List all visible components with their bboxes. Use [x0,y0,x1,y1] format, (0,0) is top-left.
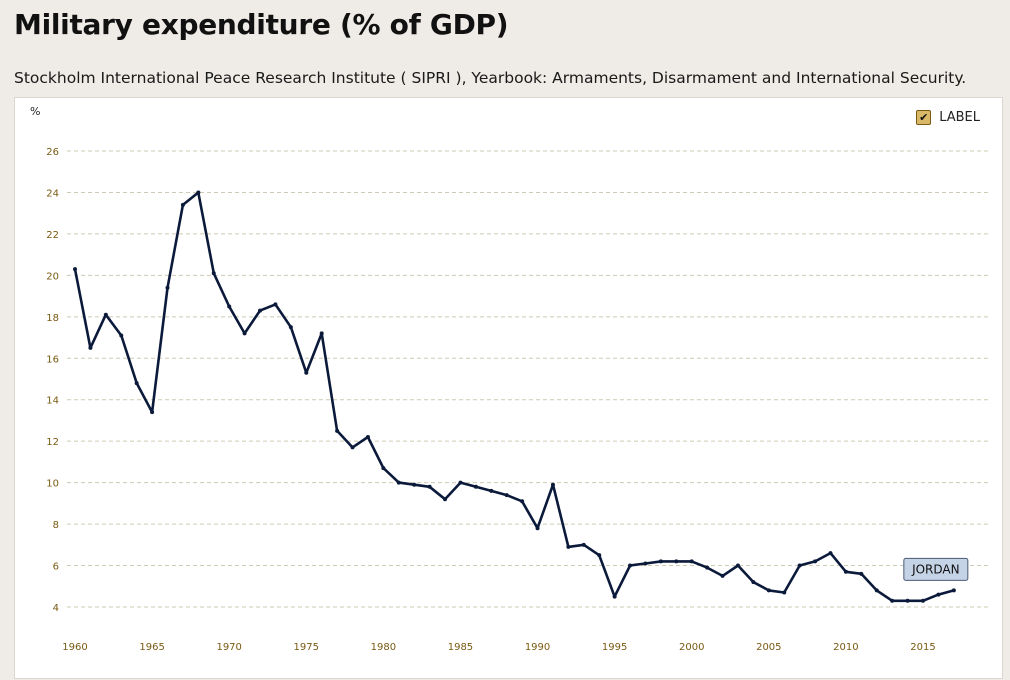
data-point [258,308,263,313]
chart-panel: % 4 6 8 10 12 14 16 18 20 22 24 26 1960 1965 1970 1975 19… [14,97,1003,679]
data-point [535,526,540,531]
data-point [473,484,478,489]
x-tick-label: 1985 [448,642,473,653]
data-point [335,428,340,433]
data-point [597,553,602,558]
data-point [874,588,879,593]
data-point [489,488,494,493]
label-toggle-text: LABEL [939,110,980,125]
y-tick-label: 16 [46,354,59,365]
data-point [905,598,910,603]
data-point [304,370,309,375]
data-point [180,202,185,207]
data-point [674,559,679,564]
data-point [813,559,818,564]
series-end-label: JORDAN [911,562,960,576]
data-point [134,381,139,386]
data-point [720,573,725,578]
label-toggle[interactable]: ✔ LABEL [916,110,980,125]
y-tick-label: 8 [53,520,59,531]
data-point [427,484,432,489]
data-point [566,544,571,549]
data-point [782,590,787,595]
data-point [319,331,324,336]
data-point [443,497,448,502]
data-point [581,542,586,547]
y-tick-label: 24 [46,188,59,199]
data-point [165,285,170,290]
data-point [458,480,463,485]
data-point [735,563,740,568]
data-point [951,588,956,593]
data-point [211,271,216,276]
data-point [843,569,848,574]
data-point [242,331,247,336]
data-point [396,480,401,485]
x-tick-label: 2015 [910,642,935,653]
data-point [350,445,355,450]
data-point [150,410,155,415]
x-tick-label: 2010 [833,642,858,653]
x-tick-label: 1965 [139,642,164,653]
data-point [119,333,124,338]
x-tick-label: 1970 [216,642,241,653]
data-point [550,482,555,487]
y-tick-label: 6 [53,562,59,573]
data-point [689,559,694,564]
y-tick-label: 20 [46,271,59,282]
data-point [73,267,77,272]
data-point [859,571,864,576]
data-point [612,594,617,599]
data-point [520,499,525,504]
source-text: Stockholm International Peace Research I… [14,69,967,87]
data-point [381,466,386,471]
y-tick-label: 4 [53,603,59,614]
data-point [273,302,278,307]
data-point [766,588,771,593]
data-point [196,190,201,195]
data-point [227,304,232,309]
y-tick-label: 12 [46,437,59,448]
data-point [658,559,663,564]
x-tick-label: 1960 [62,642,87,653]
y-tick-label: 10 [46,479,59,490]
line-chart: % 4 6 8 10 12 14 16 18 20 22 24 26 1960 1965 1970 1975 19… [30,105,989,653]
data-point [412,482,417,487]
x-tick-label: 1990 [525,642,550,653]
label-checkbox[interactable]: ✔ [916,110,932,125]
data-point [288,325,293,330]
y-tick-label: 18 [46,313,59,324]
data-point [365,435,370,440]
y-axis-label: % [30,105,40,118]
data-point [705,565,710,570]
x-tick-label: 1980 [371,642,396,653]
corner-mark-icon: ˙ [1000,0,1005,9]
data-point [936,592,941,597]
y-tick-label: 22 [46,230,59,241]
page-title: Military expenditure (% of GDP) [14,8,509,41]
data-point [504,493,509,498]
data-point [890,598,895,603]
y-tick-label: 14 [46,396,59,407]
x-tick-label: 1975 [294,642,319,653]
data-point [88,345,93,350]
data-point [797,563,802,568]
data-point [921,598,925,603]
x-tick-label: 1995 [602,642,627,653]
y-tick-label: 26 [46,147,59,158]
x-tick-label: 2000 [679,642,704,653]
data-point [751,580,756,585]
data-point [828,551,833,556]
series-end-label-box [903,557,969,581]
data-point [103,312,108,317]
x-tick-label: 2005 [756,642,781,653]
data-point [628,563,633,568]
data-point [643,561,648,566]
series-line [73,191,955,603]
